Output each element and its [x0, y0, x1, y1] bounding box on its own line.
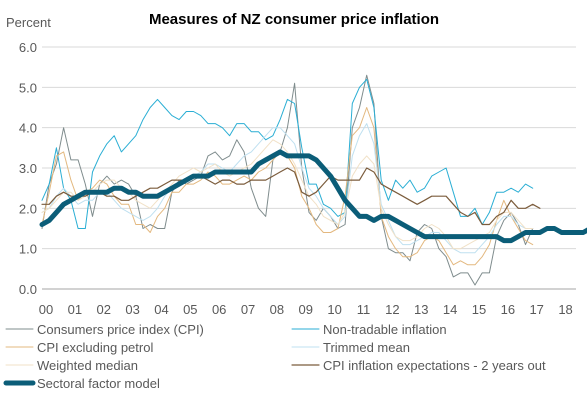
x-tick-label: 15 [472, 302, 486, 317]
legend: Consumers price index (CPI) Non-tradable … [3, 322, 546, 391]
x-tick-labels: 00 01 02 03 04 05 06 07 08 09 10 11 12 13 14 15 16 17 18 [39, 302, 573, 317]
legend-label: Non-tradable inflation [323, 322, 447, 337]
series-line [41, 74, 534, 286]
y-axis-label: Percent [6, 15, 51, 30]
x-tick-label: 07 [241, 302, 255, 317]
series-lines [39, 74, 587, 286]
x-tick-label: 13 [414, 302, 428, 317]
x-tick-label: 16 [501, 302, 515, 317]
y-tick-label: 5.0 [19, 80, 37, 95]
x-tick-label: 08 [270, 302, 284, 317]
series-line [39, 149, 587, 244]
x-tick-label: 11 [357, 302, 371, 317]
legend-label: CPI inflation expectations - 2 years out [323, 358, 546, 373]
legend-label: CPI excluding petrol [37, 340, 153, 355]
x-tick-label: 14 [443, 302, 457, 317]
y-tick-label: 4.0 [19, 121, 37, 136]
y-tick-label: 6.0 [19, 40, 37, 55]
y-tick-label: 3.0 [19, 161, 37, 176]
legend-label: Weighted median [37, 358, 138, 373]
x-tick-label: 04 [154, 302, 168, 317]
x-tick-label: 12 [385, 302, 399, 317]
x-tick-label: 05 [183, 302, 197, 317]
y-tick-label: 0.0 [19, 282, 37, 297]
x-tick-label: 09 [299, 302, 313, 317]
x-tick-label: 00 [39, 302, 53, 317]
x-tick-label: 17 [529, 302, 543, 317]
y-tick-labels: 0.0 1.0 2.0 3.0 4.0 5.0 6.0 [19, 40, 37, 297]
series-line [41, 78, 534, 229]
y-tick-label: 2.0 [19, 201, 37, 216]
series-line [41, 167, 541, 226]
x-tick-label: 06 [212, 302, 226, 317]
x-tick-label: 10 [327, 302, 341, 317]
x-tick-label: 18 [558, 302, 572, 317]
legend-label: Trimmed mean [323, 340, 410, 355]
x-tick-label: 03 [125, 302, 139, 317]
chart-title: Measures of NZ consumer price inflation [149, 11, 439, 28]
y-tick-label: 1.0 [19, 242, 37, 257]
gridlines [42, 46, 576, 290]
legend-label: Consumers price index (CPI) [37, 322, 204, 337]
series-line [41, 123, 534, 254]
x-tick-label: 01 [68, 302, 82, 317]
x-tick-label: 02 [96, 302, 110, 317]
legend-label: Sectoral factor model [37, 376, 160, 391]
